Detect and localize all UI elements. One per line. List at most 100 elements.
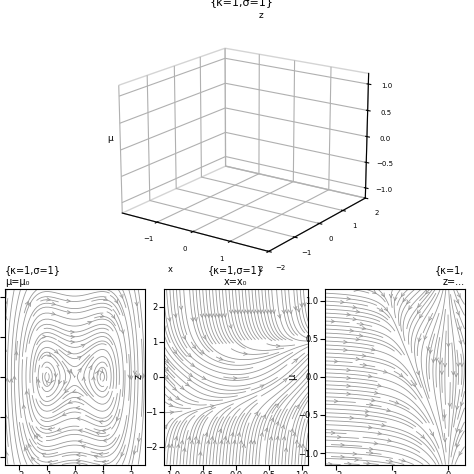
FancyArrowPatch shape: [344, 348, 347, 352]
FancyArrowPatch shape: [46, 381, 50, 385]
FancyArrowPatch shape: [260, 433, 264, 436]
FancyArrowPatch shape: [353, 306, 356, 309]
FancyArrowPatch shape: [283, 437, 286, 440]
Y-axis label: μ: μ: [287, 374, 297, 380]
FancyArrowPatch shape: [249, 440, 253, 444]
FancyArrowPatch shape: [92, 376, 95, 380]
FancyArrowPatch shape: [99, 453, 103, 456]
FancyArrowPatch shape: [276, 345, 280, 348]
FancyArrowPatch shape: [239, 440, 243, 444]
FancyArrowPatch shape: [99, 420, 103, 424]
FancyArrowPatch shape: [382, 423, 385, 427]
FancyArrowPatch shape: [210, 405, 214, 408]
FancyArrowPatch shape: [328, 462, 332, 466]
FancyArrowPatch shape: [373, 290, 376, 293]
FancyArrowPatch shape: [443, 438, 447, 442]
FancyArrowPatch shape: [77, 417, 80, 420]
FancyArrowPatch shape: [346, 392, 350, 395]
FancyArrowPatch shape: [32, 457, 35, 461]
FancyArrowPatch shape: [295, 440, 298, 444]
FancyArrowPatch shape: [369, 451, 373, 455]
FancyArrowPatch shape: [67, 370, 70, 373]
FancyArrowPatch shape: [128, 375, 131, 378]
FancyArrowPatch shape: [421, 435, 424, 438]
FancyArrowPatch shape: [378, 432, 381, 435]
FancyArrowPatch shape: [456, 428, 459, 432]
FancyArrowPatch shape: [88, 321, 91, 325]
FancyArrowPatch shape: [207, 314, 210, 317]
FancyArrowPatch shape: [424, 336, 427, 339]
FancyArrowPatch shape: [401, 293, 405, 297]
FancyArrowPatch shape: [27, 303, 31, 307]
FancyArrowPatch shape: [282, 310, 285, 313]
FancyArrowPatch shape: [25, 301, 28, 305]
FancyArrowPatch shape: [365, 413, 369, 417]
FancyArrowPatch shape: [443, 364, 447, 367]
FancyArrowPatch shape: [36, 379, 40, 383]
FancyArrowPatch shape: [301, 444, 304, 447]
FancyArrowPatch shape: [226, 440, 229, 444]
FancyArrowPatch shape: [43, 335, 46, 338]
FancyArrowPatch shape: [455, 374, 458, 377]
FancyArrowPatch shape: [350, 329, 353, 332]
FancyArrowPatch shape: [353, 318, 356, 321]
FancyArrowPatch shape: [111, 315, 115, 319]
FancyArrowPatch shape: [389, 459, 392, 463]
FancyArrowPatch shape: [259, 310, 262, 313]
FancyArrowPatch shape: [210, 437, 214, 440]
FancyArrowPatch shape: [269, 310, 272, 313]
FancyArrowPatch shape: [459, 452, 462, 455]
FancyArrowPatch shape: [460, 363, 464, 366]
FancyArrowPatch shape: [416, 371, 419, 375]
FancyArrowPatch shape: [331, 431, 335, 435]
FancyArrowPatch shape: [344, 340, 347, 344]
FancyArrowPatch shape: [447, 343, 450, 346]
FancyArrowPatch shape: [260, 385, 264, 388]
FancyArrowPatch shape: [176, 396, 180, 399]
FancyArrowPatch shape: [190, 440, 193, 444]
FancyArrowPatch shape: [432, 359, 435, 363]
FancyArrowPatch shape: [79, 440, 82, 443]
FancyArrowPatch shape: [187, 377, 191, 381]
FancyArrowPatch shape: [167, 444, 170, 448]
FancyArrowPatch shape: [294, 359, 298, 362]
FancyArrowPatch shape: [197, 440, 200, 444]
FancyArrowPatch shape: [252, 310, 255, 313]
FancyArrowPatch shape: [194, 437, 197, 440]
FancyArrowPatch shape: [55, 350, 58, 353]
FancyArrowPatch shape: [249, 310, 252, 313]
FancyArrowPatch shape: [426, 290, 429, 294]
FancyArrowPatch shape: [229, 325, 232, 328]
FancyArrowPatch shape: [341, 443, 344, 447]
FancyArrowPatch shape: [5, 452, 9, 456]
FancyArrowPatch shape: [275, 404, 279, 408]
FancyArrowPatch shape: [294, 306, 297, 310]
FancyArrowPatch shape: [395, 401, 399, 404]
FancyArrowPatch shape: [103, 439, 107, 442]
FancyArrowPatch shape: [82, 377, 85, 381]
FancyArrowPatch shape: [296, 405, 299, 409]
FancyArrowPatch shape: [252, 440, 255, 444]
Title: {κ=1,σ=1}
x=x₀: {κ=1,σ=1} x=x₀: [208, 265, 264, 287]
FancyArrowPatch shape: [232, 310, 236, 313]
FancyArrowPatch shape: [262, 415, 265, 419]
FancyArrowPatch shape: [219, 429, 222, 433]
FancyArrowPatch shape: [368, 426, 372, 429]
FancyArrowPatch shape: [143, 373, 146, 376]
FancyArrowPatch shape: [362, 327, 365, 330]
FancyArrowPatch shape: [202, 376, 206, 379]
FancyArrowPatch shape: [217, 314, 220, 317]
FancyArrowPatch shape: [189, 373, 192, 376]
FancyArrowPatch shape: [284, 448, 288, 451]
FancyArrowPatch shape: [78, 369, 81, 372]
FancyArrowPatch shape: [289, 310, 292, 314]
FancyArrowPatch shape: [201, 350, 204, 354]
Text: z: z: [258, 11, 263, 20]
FancyArrowPatch shape: [81, 344, 85, 347]
FancyArrowPatch shape: [346, 313, 350, 316]
FancyArrowPatch shape: [412, 383, 415, 386]
FancyArrowPatch shape: [448, 403, 451, 407]
FancyArrowPatch shape: [255, 310, 259, 313]
FancyArrowPatch shape: [429, 317, 432, 320]
FancyArrowPatch shape: [331, 319, 335, 323]
